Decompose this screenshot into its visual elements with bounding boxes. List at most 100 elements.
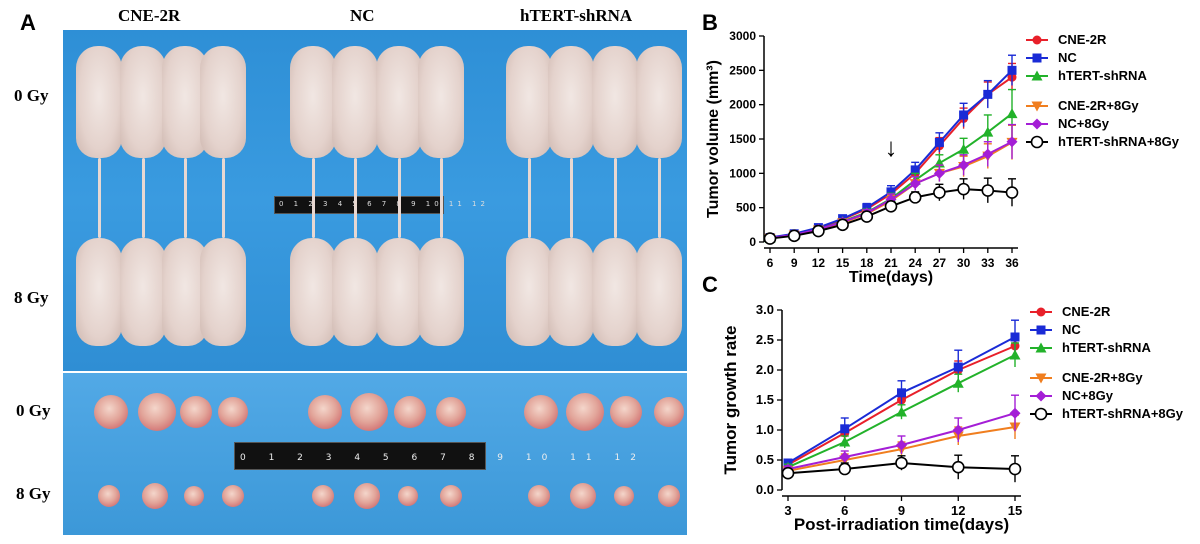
tumor-8gy	[398, 486, 418, 506]
data-point	[839, 436, 851, 447]
x-tick-label: 3	[784, 503, 791, 518]
data-point	[959, 110, 969, 120]
mouse-tail	[184, 158, 187, 238]
x-tick-label: 9	[898, 503, 905, 518]
legend-entry: CNE-2R+8Gy	[1026, 98, 1139, 113]
data-point	[934, 137, 944, 147]
y-tick-label: 3.0	[756, 302, 774, 317]
x-tick-label: 9	[791, 256, 798, 270]
tumor-0gy	[436, 397, 466, 427]
x-tick-label: 6	[841, 503, 848, 518]
data-point	[836, 218, 849, 232]
data-point	[1009, 349, 1021, 360]
x-axis-label: Time(days)	[849, 269, 933, 286]
tumor-0gy	[566, 393, 604, 431]
x-tick-label: 18	[860, 256, 874, 270]
data-point	[952, 377, 964, 388]
x-tick-label: 15	[836, 256, 850, 270]
mouse-8gy	[636, 238, 682, 346]
tumor-0gy	[138, 393, 176, 431]
mouse-0gy	[120, 46, 166, 158]
data-point	[763, 232, 777, 245]
data-point	[1031, 70, 1043, 81]
data-point	[1006, 108, 1018, 119]
legend-label: CNE-2R+8Gy	[1058, 98, 1139, 113]
tumor-0gy	[308, 395, 342, 429]
mouse-8gy	[290, 238, 336, 346]
data-point	[1036, 325, 1046, 335]
legend-entry: hTERT-shRNA	[1026, 68, 1147, 83]
data-point	[884, 199, 898, 213]
data-point	[839, 451, 851, 463]
data-point	[1035, 373, 1047, 384]
x-tick-label: 33	[981, 256, 995, 270]
y-tick-label: 1.0	[756, 422, 774, 437]
legend-entry: NC	[1026, 50, 1077, 65]
data-point	[1009, 407, 1021, 419]
legend-label: NC+8Gy	[1062, 388, 1114, 403]
mouse-8gy	[120, 238, 166, 346]
y-tick-label: 2.0	[756, 362, 774, 377]
y-axis-label: Tumor growth rate	[721, 326, 740, 475]
data-point	[787, 229, 801, 243]
mouse-0gy	[76, 46, 122, 158]
tumor-0gy	[394, 396, 426, 428]
legend-entry: hTERT-shRNA	[1030, 340, 1151, 355]
ruler-bottom: 0 1 2 3 4 5 6 7 8 9 10 11 12	[234, 442, 636, 470]
x-tick-label: 12	[951, 503, 965, 518]
dose-label-0gy: 0 Gy	[14, 86, 49, 105]
mouse-8gy	[200, 238, 246, 346]
mouse-8gy	[332, 238, 378, 346]
legend-entry: NC+8Gy	[1026, 116, 1110, 131]
tumor-8gy	[98, 485, 120, 507]
data-point	[1035, 342, 1047, 353]
x-tick-label: 15	[1008, 503, 1022, 518]
legend-label: hTERT-shRNA	[1062, 340, 1151, 355]
y-tick-label: 3000	[729, 30, 756, 43]
y-tick-label: 0.5	[756, 452, 774, 467]
mouse-8gy	[592, 238, 638, 346]
data-point	[957, 182, 970, 196]
tumor-8gy	[184, 486, 204, 506]
y-axis-label: Tumor volume (mm³)	[705, 60, 722, 218]
mouse-tail	[658, 158, 661, 238]
mouse-tail	[142, 158, 145, 238]
tumor-8gy	[354, 483, 380, 509]
mouse-8gy	[418, 238, 464, 346]
data-point	[958, 143, 970, 154]
data-point	[838, 462, 852, 476]
legend-label: CNE-2R	[1062, 304, 1111, 319]
series-htert-shrna	[764, 88, 1018, 243]
data-point	[896, 406, 907, 417]
mouse-0gy	[200, 46, 246, 158]
tumor-8gy	[528, 485, 550, 507]
x-tick-label: 24	[909, 256, 923, 270]
data-point	[1034, 407, 1048, 421]
data-point	[981, 184, 995, 197]
data-point	[1035, 390, 1047, 402]
data-point	[953, 362, 963, 372]
data-point	[1007, 65, 1017, 75]
group-header-cne2r: CNE-2R	[118, 6, 181, 25]
data-point	[1036, 307, 1046, 317]
data-point	[840, 424, 850, 434]
mouse-8gy	[548, 238, 594, 346]
mouse-0gy	[506, 46, 552, 158]
mouse-8gy	[376, 238, 422, 346]
tumor-growth-rate-chart: 0.0 0.5 1.0 1.5 2.0 2.5 3.0 3 6 9 12 15Post-irradia…	[721, 302, 1184, 534]
tumor-0gy	[218, 397, 248, 427]
data-point	[1031, 101, 1043, 112]
panel-b-label: B	[702, 10, 718, 35]
mouse-0gy	[376, 46, 422, 158]
legend-entry: hTERT-shRNA+8Gy	[1026, 134, 1180, 149]
data-point	[1008, 462, 1022, 476]
data-point	[896, 439, 907, 451]
tumor-0gy	[94, 395, 128, 429]
data-point	[933, 167, 945, 179]
data-point	[933, 186, 946, 199]
ruler-top: 0 1 2 3 4 5 6 7 8 9 10 11 12	[274, 196, 485, 214]
legend-entry: NC	[1030, 322, 1081, 337]
x-axis-label: Post-irradiation time(days)	[794, 515, 1009, 534]
panel-a-label: A	[20, 10, 36, 35]
series-htert-shrna-8gy	[763, 177, 1019, 245]
